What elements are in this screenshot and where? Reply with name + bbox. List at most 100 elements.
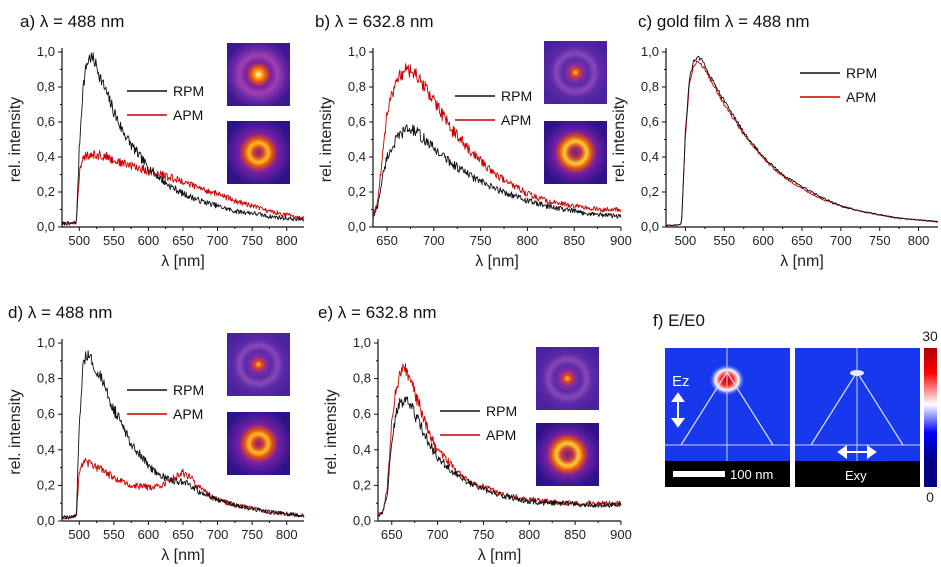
y-axis-label: rel. intensity [7, 389, 24, 474]
chart-b: b) λ = 632.8 nm 0,0 0,2 0,4 0,6 0,8 1,0 650 700 7… [315, 12, 632, 270]
y-tick-label: 0,6 [348, 114, 366, 129]
chart-a: a) λ = 488 nm 0,0 0,2 0,4 0,6 0,8 1,0 500 550 600… [7, 12, 305, 270]
x-tick-label: 800 [276, 233, 298, 248]
legend-label: RPM [501, 88, 532, 104]
panel-f-title: f) E/E0 [653, 311, 705, 330]
ez-label: Ez [672, 373, 690, 390]
y-tick-label: 0,4 [641, 149, 659, 164]
y-tick-label: 0,8 [353, 371, 371, 386]
x-tick-label: 900 [610, 527, 632, 542]
x-tick-label: 800 [908, 233, 930, 248]
y-tick-label: 1,0 [37, 335, 55, 350]
x-tick-label: 500 [675, 233, 697, 248]
legend-label: RPM [173, 83, 204, 99]
intensity-map-pattern [227, 412, 290, 475]
scale-bar [673, 471, 725, 477]
x-tick-label: 750 [473, 527, 495, 542]
series-line-apm [61, 150, 305, 226]
x-tick-label: 750 [241, 527, 263, 542]
intensity-map-pattern [544, 41, 607, 104]
x-axis-label: λ [nm] [161, 547, 205, 564]
x-tick-label: 700 [427, 527, 449, 542]
x-tick-label: 750 [241, 233, 263, 248]
chart-c: c) gold film λ = 488 nm 0,0 0,2 0,4 0,6 0,8 1,… [611, 12, 939, 270]
legend-label: APM [486, 427, 516, 443]
series-line-apm [377, 363, 622, 517]
field-map-panel: f) E/E0 100 nm Ez Exy [653, 311, 938, 505]
x-tick-label: 700 [207, 527, 229, 542]
x-tick-label: 700 [207, 233, 229, 248]
legend-label: APM [173, 406, 203, 422]
field-map-ez: 100 nm Ez [665, 348, 790, 487]
y-tick-label: 0,8 [348, 79, 366, 94]
x-tick-label: 650 [791, 233, 813, 248]
y-tick-label: 0,6 [37, 114, 55, 129]
field-map-exy: Exy [795, 348, 920, 487]
y-tick-label: 0,0 [641, 219, 659, 234]
x-tick-label: 800 [276, 527, 298, 542]
legend-label: APM [501, 112, 531, 128]
y-axis-label: rel. intensity [318, 97, 335, 182]
chart-d: d) λ = 488 nm 0,0 0,2 0,4 0,6 0,8 1,0 500 550 600… [7, 303, 305, 564]
series-line-rpm [665, 55, 939, 227]
y-tick-label: 0,0 [37, 513, 55, 528]
series-line-apm [372, 63, 622, 218]
y-tick-label: 0,8 [37, 371, 55, 386]
x-tick-label: 500 [68, 233, 90, 248]
series-line-apm [665, 60, 939, 227]
x-axis-label: λ [nm] [780, 253, 824, 270]
series-line-rpm [372, 124, 622, 220]
x-axis-label: λ [nm] [475, 253, 519, 270]
x-tick-label: 700 [830, 233, 852, 248]
x-tick-label: 800 [518, 527, 540, 542]
y-tick-label: 0,0 [37, 219, 55, 234]
x-tick-label: 550 [103, 527, 125, 542]
y-tick-label: 1,0 [37, 44, 55, 59]
legend-label: RPM [486, 403, 517, 419]
y-tick-label: 0,0 [348, 219, 366, 234]
chart-e: e) λ = 632.8 nm 0,0 0,2 0,4 0,6 0,8 1,0 650 700 7… [318, 303, 632, 564]
y-tick-label: 0,6 [641, 114, 659, 129]
x-tick-label: 600 [752, 233, 774, 248]
legend-label: APM [846, 89, 876, 105]
chart-title: d) λ = 488 nm [8, 303, 112, 322]
x-tick-label: 650 [172, 233, 194, 248]
colorbar-min: 0 [926, 489, 934, 505]
y-tick-label: 1,0 [641, 44, 659, 59]
chart-title: b) λ = 632.8 nm [315, 12, 434, 31]
series-line-rpm [377, 396, 622, 517]
intensity-map-pattern [544, 121, 607, 184]
intensity-map-pattern [536, 423, 599, 486]
scale-bar-label: 100 nm [730, 467, 773, 482]
series-line-rpm [61, 52, 305, 226]
chart-title: c) gold film λ = 488 nm [638, 12, 810, 31]
y-tick-label: 0,2 [37, 184, 55, 199]
y-tick-label: 0,8 [641, 79, 659, 94]
legend-label: RPM [173, 382, 204, 398]
x-tick-label: 900 [610, 233, 632, 248]
legend-label: APM [173, 107, 203, 123]
colorbar: 30 0 [922, 328, 938, 505]
legend-label: RPM [846, 65, 877, 81]
horizontal-arrow-icon [837, 445, 877, 459]
y-axis-label: rel. intensity [323, 389, 340, 474]
x-tick-label: 850 [564, 527, 586, 542]
y-axis-label: rel. intensity [611, 97, 628, 182]
x-tick-label: 600 [138, 233, 160, 248]
colorbar-max: 30 [922, 328, 938, 344]
x-tick-label: 650 [172, 527, 194, 542]
y-tick-label: 0,2 [353, 477, 371, 492]
chart-title: e) λ = 632.8 nm [318, 303, 437, 322]
y-tick-label: 0,2 [641, 184, 659, 199]
y-tick-label: 0,2 [37, 477, 55, 492]
y-tick-label: 0,8 [37, 79, 55, 94]
x-tick-label: 550 [103, 233, 125, 248]
y-tick-label: 0,6 [37, 406, 55, 421]
intensity-map-pattern [227, 333, 290, 396]
x-tick-label: 650 [381, 527, 403, 542]
x-tick-label: 750 [470, 233, 492, 248]
y-tick-label: 0,4 [353, 442, 371, 457]
y-tick-label: 1,0 [353, 335, 371, 350]
y-tick-label: 0,6 [353, 406, 371, 421]
chart-title: a) λ = 488 nm [20, 12, 124, 31]
